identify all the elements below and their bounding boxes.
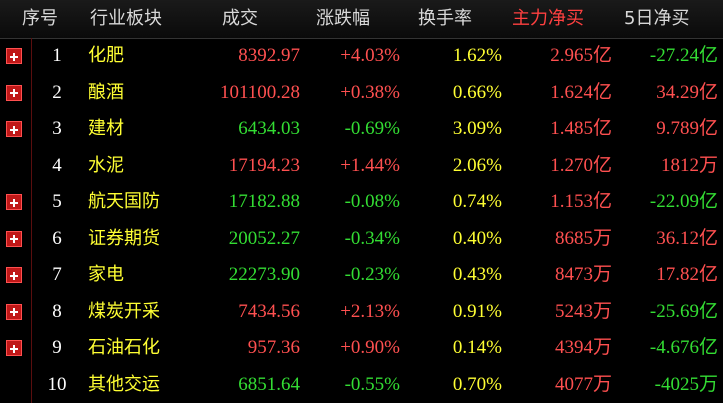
table-row: 8 煤炭开采 7434.56 +2.13% 0.91% 5243万 -25.69亿 [0,294,723,331]
turnover-amount: 101100.28 [219,81,300,103]
main-net-buy: 4394万 [554,337,612,358]
table-row: 7 家电 22273.90 -0.23% 0.43% 8473万 17.82亿 [0,257,723,294]
main-net-buy: 8685万 [554,227,612,249]
change-percent: +2.13% [340,300,400,322]
column-header: 成交 [222,8,258,29]
main-net-buy: 1.624亿 [550,81,612,103]
change-percent: -0.08% [344,191,400,212]
sector-name: 石油石化 [88,337,160,358]
main-net-buy: 5243万 [554,300,612,322]
turnover-amount: 17182.88 [228,191,300,212]
expand-button[interactable] [6,84,22,101]
column-header: 换手率 [418,8,472,29]
sector-name: 家电 [88,264,124,285]
sector-name: 证券期货 [88,227,160,249]
five-day-net-buy: -25.69亿 [649,300,718,322]
row-index: 4 [52,154,62,176]
turnover-amount: 957.36 [247,337,300,358]
table-row: 2 酿酒 101100.28 +0.38% 0.66% 1.624亿 34.29亿 [0,75,723,112]
sector-name: 煤炭开采 [88,300,160,322]
sector-name: 酿酒 [88,81,124,103]
row-index: 9 [52,337,62,358]
turnover-amount: 6434.03 [238,118,300,139]
table-row: 3 建材 6434.03 -0.69% 3.09% 1.485亿 9.789亿 [0,111,723,148]
sector-name: 化肥 [88,45,124,66]
column-header: 行业板块 [90,8,162,29]
row-index: 6 [52,227,62,249]
main-net-buy: 1.153亿 [550,191,612,212]
turnover-amount: 7434.56 [238,300,300,322]
turnover-rate: 0.70% [452,373,502,395]
turnover-rate: 0.14% [452,337,502,358]
turnover-rate: 0.74% [452,191,502,212]
main-net-buy: 4077万 [554,373,612,395]
expand-button[interactable] [6,230,22,247]
turnover-amount: 17194.23 [228,154,300,176]
column-header: 序号 [22,8,58,29]
table-row: 5 航天国防 17182.88 -0.08% 0.74% 1.153亿 -22.09亿 [0,184,723,221]
turnover-rate: 0.43% [452,264,502,285]
change-percent: -0.34% [344,227,400,249]
turnover-rate: 3.09% [452,118,502,139]
table-row: 10 其他交运 6851.64 -0.55% 0.70% 4077万 -4025万 [0,367,723,403]
turnover-rate: 0.91% [452,300,502,322]
column-header: 5日净买 [624,8,690,29]
sector-name: 建材 [88,118,124,139]
five-day-net-buy: 1812万 [660,154,718,176]
main-net-buy: 8473万 [554,264,612,285]
row-index: 1 [52,45,62,66]
change-percent: -0.69% [344,118,400,139]
expand-button[interactable] [6,48,22,64]
change-percent: +0.38% [340,81,400,103]
expand-button[interactable] [6,121,22,137]
row-index: 8 [52,300,62,322]
turnover-amount: 20052.27 [228,227,300,249]
turnover-rate: 1.62% [452,45,502,66]
turnover-rate: 0.66% [452,81,502,103]
five-day-net-buy: -4.676亿 [649,337,718,358]
sector-name: 水泥 [88,154,124,176]
column-header: 涨跌幅 [316,8,370,29]
five-day-net-buy: 9.789亿 [656,118,718,139]
column-divider [31,38,32,403]
row-index: 10 [47,373,67,395]
expand-button[interactable] [6,267,22,283]
turnover-amount: 8392.97 [238,45,300,66]
turnover-rate: 0.40% [452,227,502,249]
turnover-amount: 22273.90 [228,264,300,285]
row-index: 2 [52,81,62,103]
table-row: 6 证券期货 20052.27 -0.34% 0.40% 8685万 36.12亿 [0,221,723,258]
main-net-buy: 1.485亿 [550,118,612,139]
five-day-net-buy: -4025万 [654,373,718,395]
change-percent: +1.44% [340,154,400,176]
change-percent: +0.90% [340,337,400,358]
table-row: 4 水泥 17194.23 +1.44% 2.06% 1.270亿 1812万 [0,148,723,185]
five-day-net-buy: -27.24亿 [649,45,718,66]
five-day-net-buy: 36.12亿 [656,227,718,249]
change-percent: +4.03% [340,45,400,66]
row-index: 5 [52,191,62,212]
change-percent: -0.55% [344,373,400,395]
expand-button[interactable] [6,340,22,356]
sector-name: 航天国防 [88,191,160,212]
expand-button[interactable] [6,303,22,320]
row-index: 3 [52,118,62,139]
five-day-net-buy: -22.09亿 [649,191,718,212]
table-row: 1 化肥 8392.97 +4.03% 1.62% 2.965亿 -27.24亿 [0,38,723,75]
turnover-rate: 2.06% [452,154,502,176]
table-header: 序号 行业板块 成交 涨跌幅 换手率 主力净买 5日净买 [0,0,723,39]
five-day-net-buy: 17.82亿 [656,264,718,285]
main-net-buy: 1.270亿 [550,154,612,176]
turnover-amount: 6851.64 [238,373,300,395]
main-net-buy: 2.965亿 [550,45,612,66]
row-index: 7 [52,264,62,285]
change-percent: -0.23% [344,264,400,285]
column-header: 主力净买 [512,8,584,29]
expand-button[interactable] [6,194,22,210]
five-day-net-buy: 34.29亿 [656,81,718,103]
sector-name: 其他交运 [88,373,160,395]
table-row: 9 石油石化 957.36 +0.90% 0.14% 4394万 -4.676亿 [0,330,723,367]
